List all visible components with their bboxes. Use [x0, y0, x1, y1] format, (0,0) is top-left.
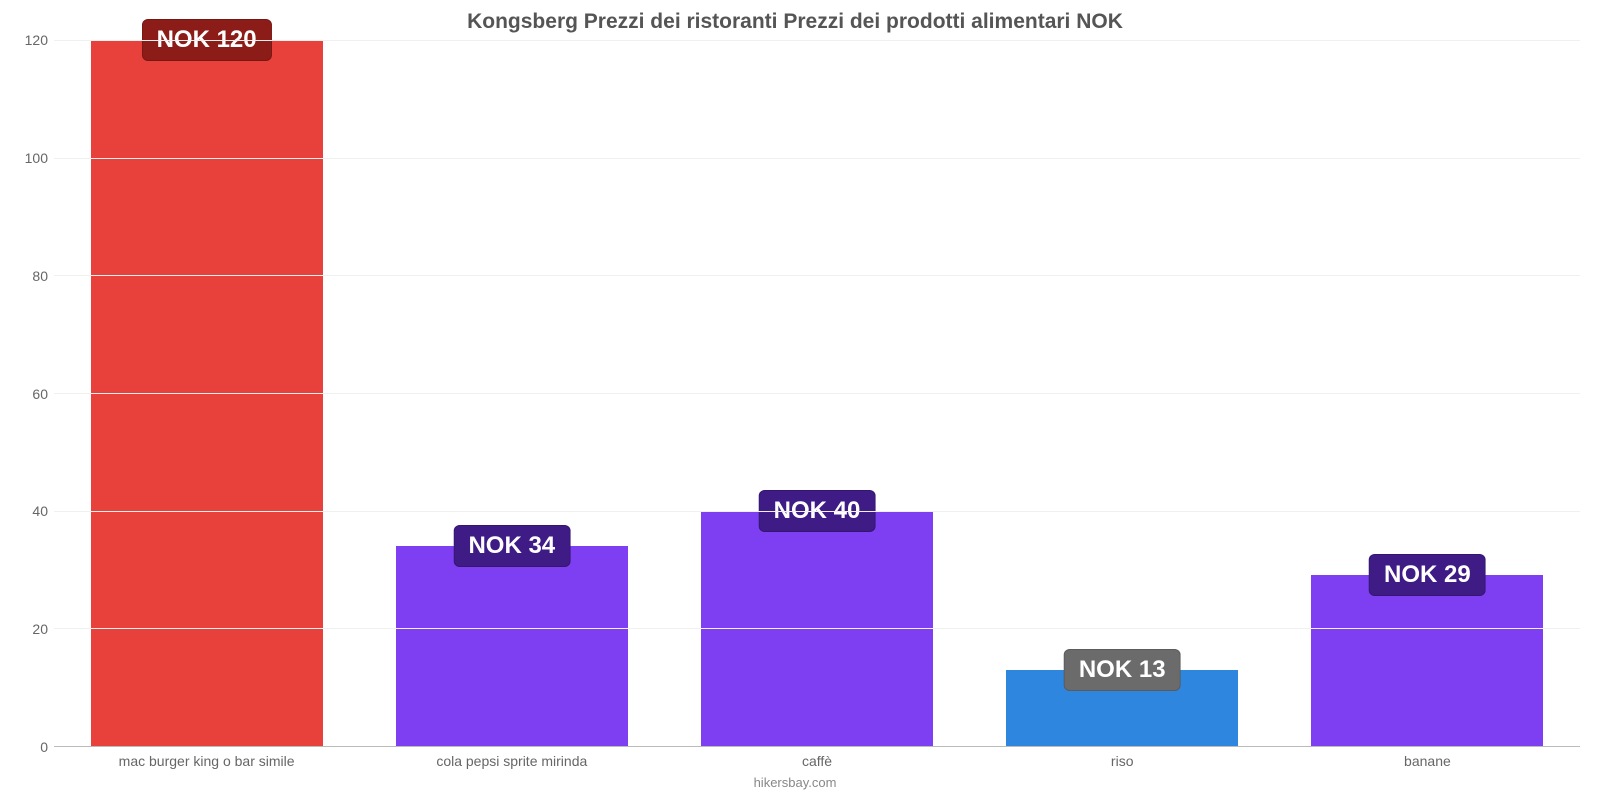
attribution-text: hikersbay.com: [10, 775, 1580, 790]
bar: [1311, 575, 1543, 746]
x-tick-label: mac burger king o bar simile: [54, 753, 359, 769]
x-tick-label: banane: [1275, 753, 1580, 769]
plot-row: 020406080100120 NOK 120NOK 34NOK 40NOK 1…: [10, 40, 1580, 747]
x-tick-label: cola pepsi sprite mirinda: [359, 753, 664, 769]
y-tick-label: 40: [32, 503, 48, 519]
y-tick-label: 20: [32, 621, 48, 637]
value-badge: NOK 34: [453, 525, 570, 567]
value-badge: NOK 29: [1369, 554, 1486, 596]
y-tick-label: 120: [25, 32, 48, 48]
plot-area: NOK 120NOK 34NOK 40NOK 13NOK 29: [54, 40, 1580, 747]
y-tick-label: 60: [32, 386, 48, 402]
y-tick-label: 80: [32, 268, 48, 284]
x-tick-label: caffè: [664, 753, 969, 769]
price-chart: Kongsberg Prezzi dei ristoranti Prezzi d…: [0, 0, 1600, 800]
gridline: [54, 511, 1580, 512]
bar: [396, 546, 628, 746]
gridline: [54, 393, 1580, 394]
y-tick-label: 0: [40, 739, 48, 755]
gridline: [54, 158, 1580, 159]
gridline: [54, 275, 1580, 276]
gridline: [54, 628, 1580, 629]
gridline: [54, 40, 1580, 41]
value-badge: NOK 13: [1064, 649, 1181, 691]
x-axis: mac burger king o bar similecola pepsi s…: [54, 753, 1580, 769]
y-tick-label: 100: [25, 150, 48, 166]
y-axis: 020406080100120: [10, 40, 54, 747]
x-tick-label: riso: [970, 753, 1275, 769]
